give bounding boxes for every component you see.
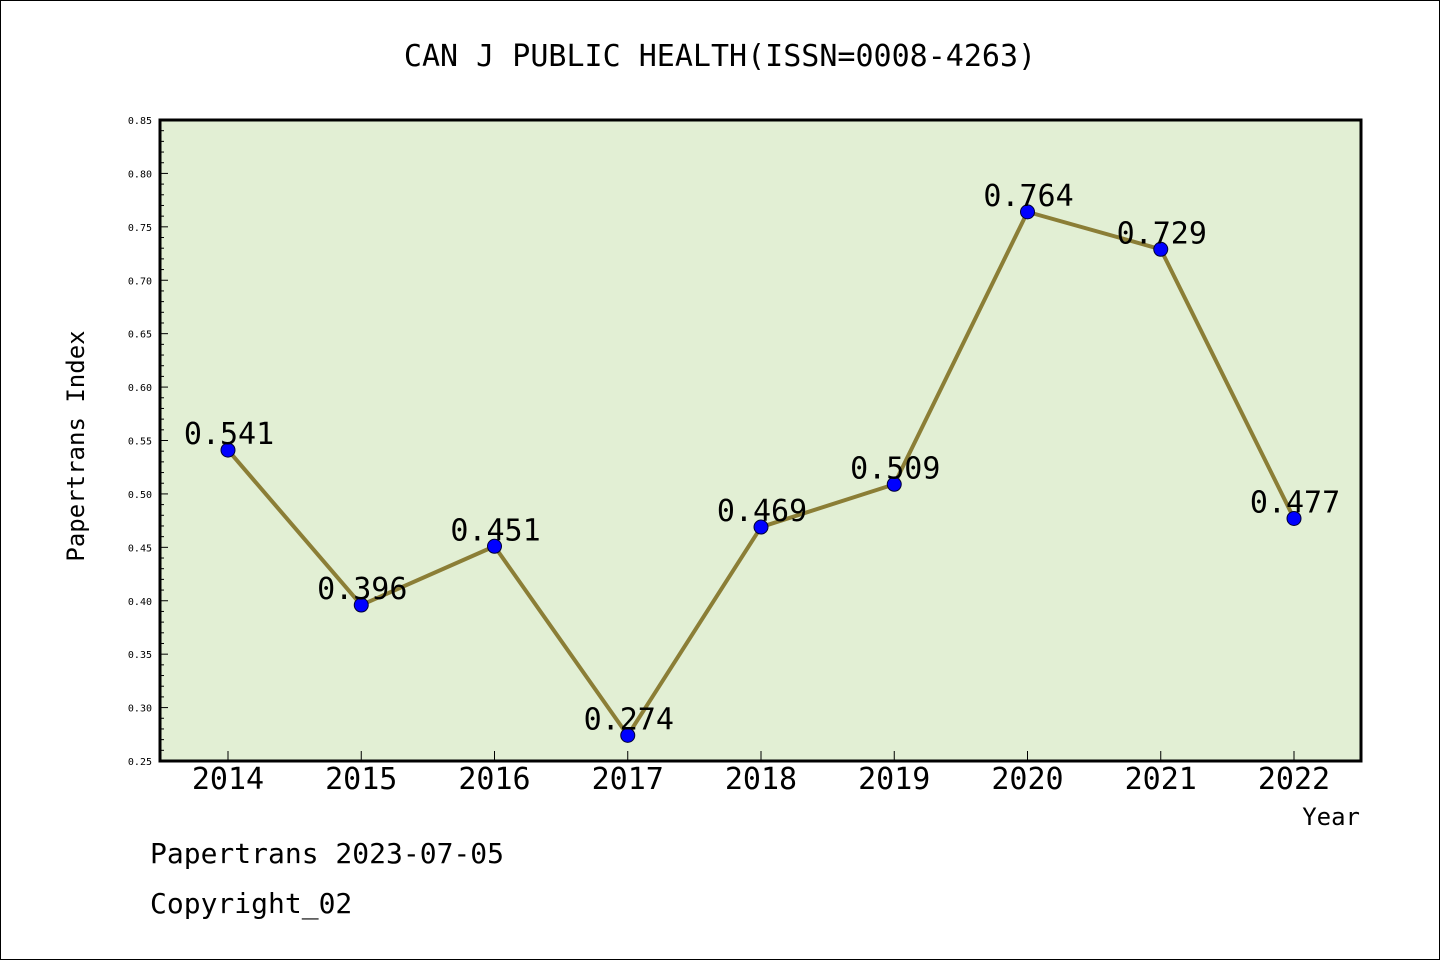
data-label-2015: 0.396 (317, 572, 407, 607)
data-label-2017: 0.274 (584, 702, 674, 737)
y-tick-label: 0.85 (128, 116, 152, 127)
y-tick-label: 0.50 (128, 490, 152, 501)
data-label-2020: 0.764 (983, 179, 1073, 214)
x-tick-label: 2021 (1125, 762, 1197, 797)
y-axis-label: Papertrans Index (62, 330, 90, 561)
x-axis-label: Year (1302, 803, 1360, 831)
x-axis-ticks: 2014 2015 2016 2017 2018 2019 2020 2021 2022 (192, 751, 1330, 797)
y-tick-label: 0.75 (128, 223, 152, 234)
data-point-2022 (1286, 510, 1302, 526)
y-tick-label: 0.25 (128, 757, 152, 768)
data-markers (220, 204, 1302, 743)
x-tick-label: 2019 (858, 762, 930, 797)
data-labels: 0.541 0.396 0.451 0.274 0.469 0.509 0.764 0.729… (184, 179, 1340, 737)
x-tick-label: 2017 (592, 762, 664, 797)
y-tick-label: 0.40 (128, 597, 152, 608)
y-tick-label: 0.65 (128, 330, 152, 341)
data-point-2016 (487, 538, 502, 554)
x-tick-label: 2022 (1258, 762, 1330, 797)
y-tick-label: 0.55 (128, 437, 152, 448)
footer-copyright: Copyright_02 (150, 887, 352, 921)
chart-title: CAN J PUBLIC HEALTH(ISSN=0008-4263) (404, 39, 1036, 74)
x-tick-label: 2018 (725, 762, 797, 797)
data-label-2018: 0.469 (717, 494, 807, 529)
data-label-2019: 0.509 (850, 451, 940, 486)
data-label-2022: 0.477 (1250, 485, 1340, 520)
data-point-2017 (620, 727, 636, 743)
data-point-2018 (753, 519, 769, 535)
data-point-2021 (1153, 241, 1169, 257)
data-point-2020 (1020, 204, 1035, 220)
data-label-2016: 0.451 (450, 513, 540, 548)
y-tick-label: 0.60 (128, 383, 152, 394)
y-axis-ticks: 0.25 0.30 0.35 0.40 0.45 0.50 0.55 0.60 0.65 0.70… (128, 116, 168, 768)
y-tick-label: 0.70 (128, 276, 152, 287)
y-tick-label: 0.45 (128, 543, 152, 554)
x-tick-label: 2020 (991, 762, 1063, 797)
y-tick-label: 0.35 (128, 650, 152, 661)
data-label-2021: 0.729 (1117, 216, 1207, 251)
data-point-2015 (353, 597, 369, 613)
x-tick-label: 2014 (192, 762, 264, 797)
y-tick-label: 0.30 (128, 704, 152, 715)
footer-date: Papertrans 2023-07-05 (150, 837, 504, 870)
data-point-2014 (220, 442, 236, 458)
y-tick-label: 0.80 (128, 169, 152, 180)
x-tick-label: 2015 (325, 762, 397, 797)
plot-area (158, 118, 1363, 763)
x-tick-label: 2016 (458, 762, 530, 797)
data-point-2019 (886, 476, 902, 492)
data-label-2014: 0.541 (184, 417, 274, 452)
